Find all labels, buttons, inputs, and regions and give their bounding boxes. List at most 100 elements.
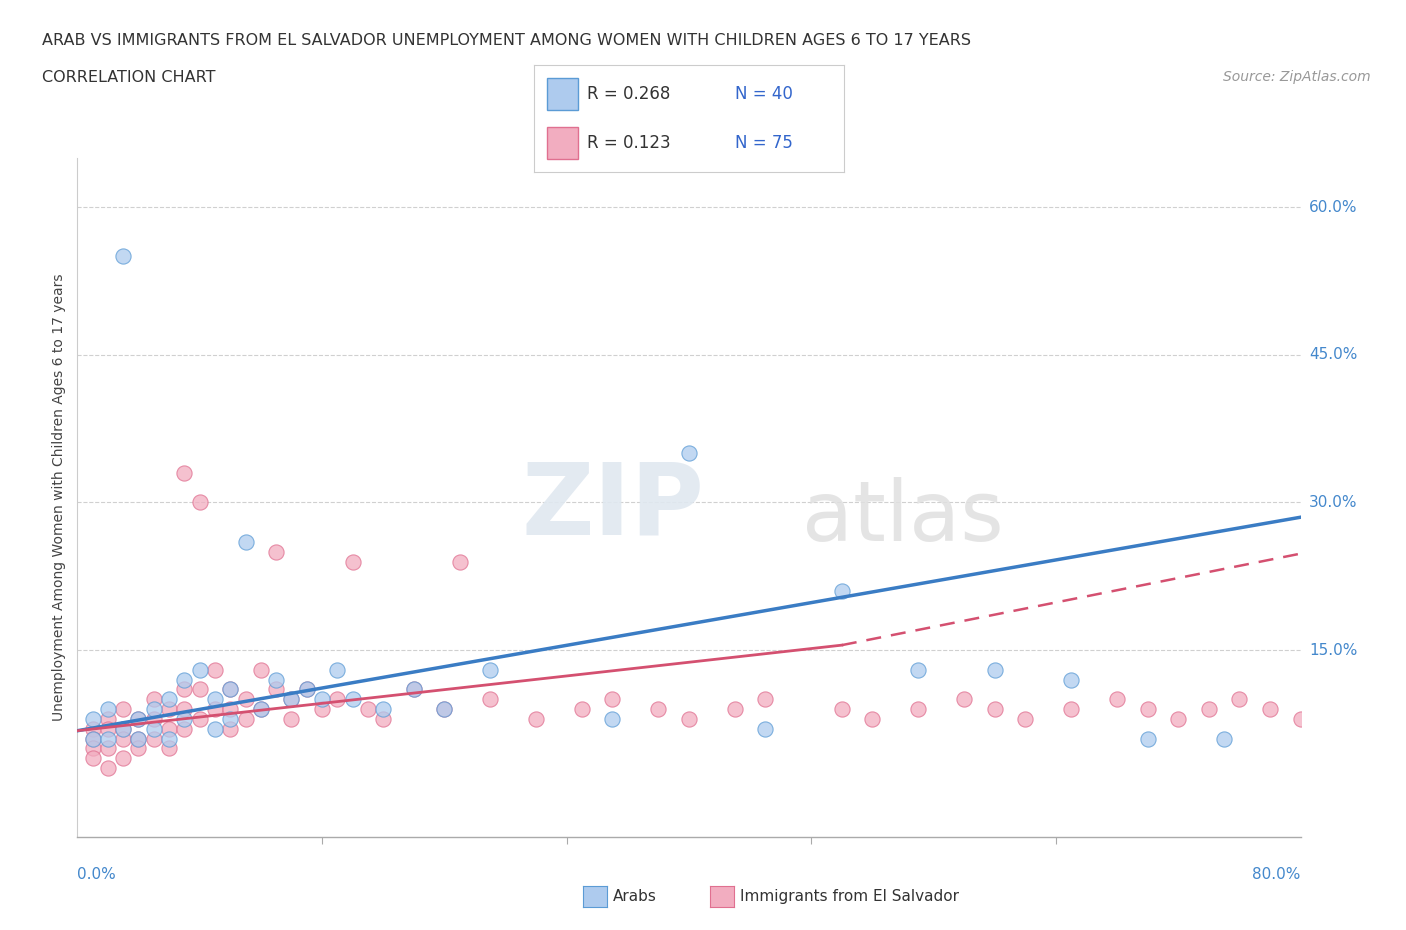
- Point: [82, 731, 104, 746]
- Text: Source: ZipAtlas.com: Source: ZipAtlas.com: [1223, 70, 1371, 84]
- Text: 0.0%: 0.0%: [77, 867, 117, 882]
- Point: [1136, 731, 1159, 746]
- Point: [295, 682, 318, 697]
- Point: [112, 751, 135, 765]
- Y-axis label: Unemployment Among Women with Children Ages 6 to 17 years: Unemployment Among Women with Children A…: [52, 273, 66, 722]
- Point: [82, 741, 104, 756]
- Point: [647, 701, 669, 716]
- Point: [602, 711, 624, 726]
- Point: [204, 722, 226, 737]
- Point: [724, 701, 747, 716]
- Point: [907, 662, 929, 677]
- Point: [173, 722, 195, 737]
- Point: [831, 584, 853, 599]
- Point: [82, 751, 104, 765]
- Point: [188, 682, 211, 697]
- Bar: [547, 78, 578, 110]
- Point: [984, 701, 1007, 716]
- Point: [326, 662, 349, 677]
- Point: [295, 682, 318, 697]
- Point: [82, 731, 104, 746]
- Point: [1289, 711, 1312, 726]
- Point: [173, 466, 195, 481]
- Point: [97, 701, 120, 716]
- Point: [127, 741, 149, 756]
- Point: [112, 722, 135, 737]
- Point: [97, 761, 120, 776]
- Point: [219, 711, 242, 726]
- Point: [754, 722, 776, 737]
- Text: N = 40: N = 40: [735, 85, 793, 103]
- Point: [264, 672, 287, 687]
- Point: [219, 722, 242, 737]
- Point: [264, 544, 287, 559]
- Point: [326, 692, 349, 707]
- Text: R = 0.268: R = 0.268: [586, 85, 671, 103]
- Point: [142, 722, 165, 737]
- Point: [157, 692, 180, 707]
- Point: [311, 692, 333, 707]
- Point: [235, 711, 257, 726]
- Point: [250, 662, 273, 677]
- Point: [112, 731, 135, 746]
- Point: [142, 731, 165, 746]
- Point: [1229, 692, 1251, 707]
- Point: [402, 682, 425, 697]
- Point: [142, 711, 165, 726]
- Point: [250, 701, 273, 716]
- Point: [433, 701, 456, 716]
- Point: [82, 722, 104, 737]
- Point: [142, 701, 165, 716]
- Point: [112, 701, 135, 716]
- Point: [97, 741, 120, 756]
- Point: [524, 711, 547, 726]
- Point: [602, 692, 624, 707]
- Text: 45.0%: 45.0%: [1309, 348, 1357, 363]
- Point: [173, 711, 195, 726]
- Point: [402, 682, 425, 697]
- Point: [342, 692, 364, 707]
- Point: [97, 711, 120, 726]
- Point: [157, 722, 180, 737]
- Point: [204, 692, 226, 707]
- Point: [1336, 701, 1358, 716]
- Point: [97, 722, 120, 737]
- Point: [479, 662, 502, 677]
- Point: [953, 692, 976, 707]
- Point: [142, 692, 165, 707]
- Point: [1136, 701, 1159, 716]
- Point: [219, 682, 242, 697]
- Point: [1198, 701, 1220, 716]
- Point: [479, 692, 502, 707]
- Text: atlas: atlas: [803, 477, 1004, 558]
- Point: [280, 692, 302, 707]
- Point: [219, 682, 242, 697]
- Point: [127, 731, 149, 746]
- Text: 15.0%: 15.0%: [1309, 643, 1357, 658]
- Point: [449, 554, 471, 569]
- Point: [1060, 701, 1083, 716]
- Point: [1258, 701, 1281, 716]
- Point: [127, 711, 149, 726]
- Point: [862, 711, 884, 726]
- Point: [173, 682, 195, 697]
- Point: [264, 682, 287, 697]
- Point: [907, 701, 929, 716]
- Point: [173, 672, 195, 687]
- Point: [250, 701, 273, 716]
- Point: [571, 701, 593, 716]
- Text: R = 0.123: R = 0.123: [586, 134, 671, 153]
- Point: [1060, 672, 1083, 687]
- Text: Arabs: Arabs: [613, 889, 657, 904]
- Bar: [547, 127, 578, 159]
- Point: [831, 701, 853, 716]
- Text: 80.0%: 80.0%: [1253, 867, 1301, 882]
- Text: N = 75: N = 75: [735, 134, 793, 153]
- Point: [678, 445, 700, 460]
- Point: [754, 692, 776, 707]
- Text: 60.0%: 60.0%: [1309, 200, 1357, 215]
- Text: Immigrants from El Salvador: Immigrants from El Salvador: [740, 889, 959, 904]
- Point: [157, 741, 180, 756]
- Text: CORRELATION CHART: CORRELATION CHART: [42, 70, 215, 85]
- Point: [433, 701, 456, 716]
